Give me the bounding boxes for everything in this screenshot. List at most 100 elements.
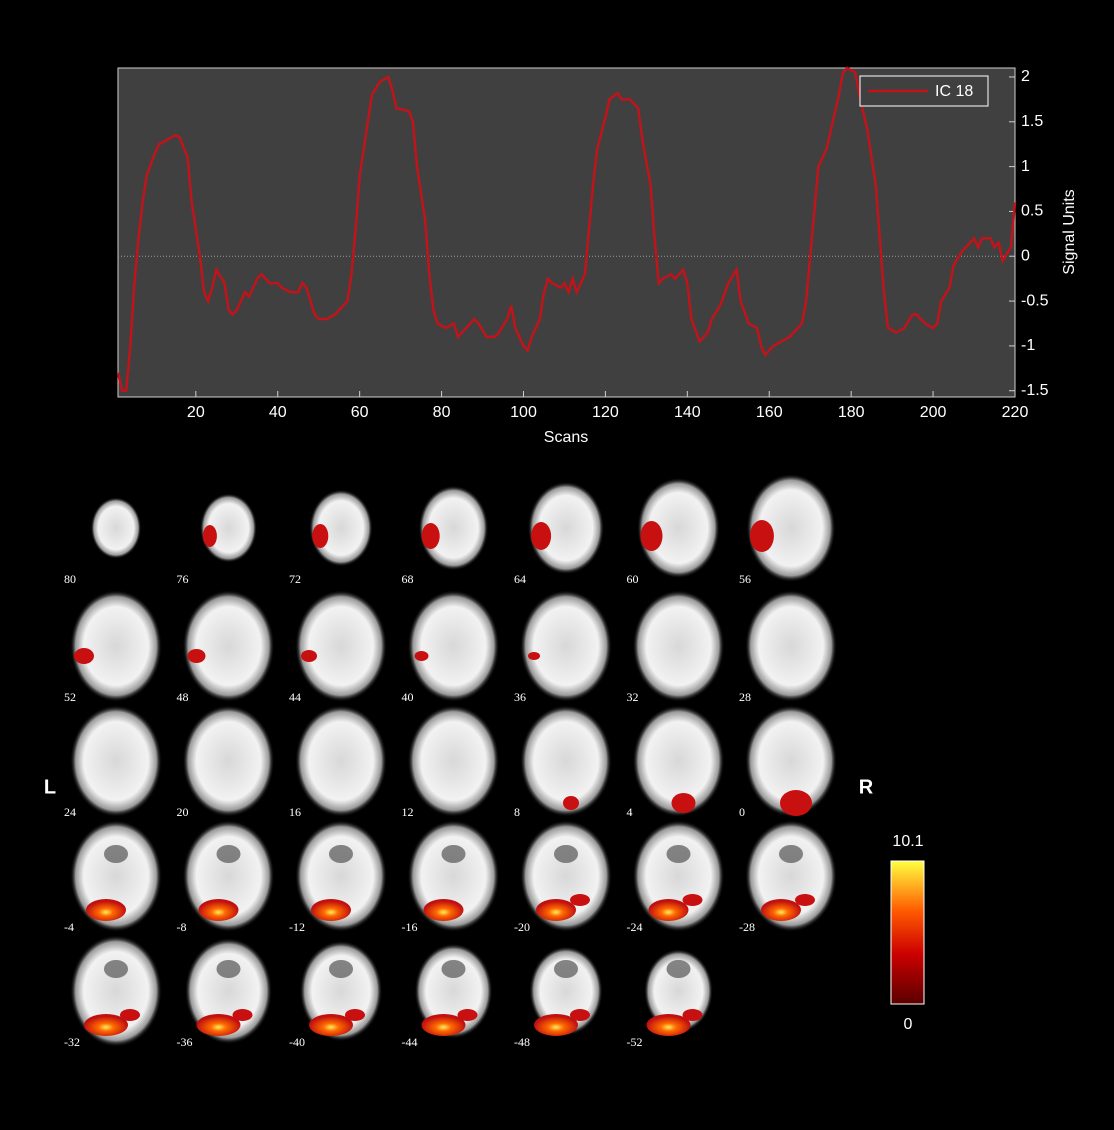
slice-label: 32	[627, 690, 639, 704]
y-tick-label: 2	[1021, 68, 1030, 85]
slice: 64	[514, 482, 604, 586]
activation	[649, 899, 689, 921]
brain	[408, 590, 500, 702]
figure: Scans Signal Units L R 10.1 0 2040608010…	[0, 0, 1114, 1125]
activation	[750, 520, 774, 552]
slice-label: -28	[739, 920, 755, 934]
slice-label: 64	[514, 572, 526, 586]
slice: -32	[64, 935, 162, 1049]
slice-label: -8	[177, 920, 187, 934]
activation	[563, 796, 579, 810]
slice: 52	[64, 590, 162, 704]
brain	[70, 705, 162, 817]
x-tick-label: 180	[838, 404, 865, 421]
slice: -52	[627, 949, 714, 1049]
activation	[188, 649, 206, 663]
activation	[312, 524, 328, 548]
brain	[745, 590, 837, 702]
slice-label: -52	[627, 1035, 643, 1049]
x-tick-label: 60	[351, 404, 369, 421]
slice-label: -44	[402, 1035, 418, 1049]
ventricle	[104, 845, 128, 863]
ventricle	[554, 960, 578, 978]
ventricle	[779, 845, 803, 863]
activation	[570, 894, 590, 906]
activation	[120, 1009, 140, 1021]
slice: 28	[739, 590, 837, 704]
slice: -36	[177, 938, 273, 1049]
slice: -40	[289, 941, 382, 1049]
activation	[422, 523, 440, 549]
x-tick-label: 220	[1002, 404, 1029, 421]
ventricle	[554, 845, 578, 863]
activation	[528, 652, 540, 660]
brain	[91, 497, 142, 559]
slice-label: 8	[514, 805, 520, 819]
brain	[295, 705, 387, 817]
activation	[641, 521, 663, 551]
activation	[531, 522, 551, 550]
x-tick-label: 160	[756, 404, 783, 421]
ventricle	[667, 845, 691, 863]
slice-label: -24	[627, 920, 643, 934]
slice: 16	[289, 705, 387, 819]
slice: -48	[514, 946, 603, 1049]
slice-label: -40	[289, 1035, 305, 1049]
slice-label: 12	[402, 805, 414, 819]
slice-label: -12	[289, 920, 305, 934]
x-tick-label: 200	[920, 404, 947, 421]
slice-label: 52	[64, 690, 76, 704]
slice: 20	[177, 705, 275, 819]
x-axis-title: Scans	[544, 429, 588, 446]
y-tick-label: -1	[1021, 337, 1035, 354]
slice-label: -32	[64, 1035, 80, 1049]
slice: -20	[514, 820, 612, 934]
slice: 8	[514, 705, 612, 819]
activation	[415, 651, 429, 661]
slice: -8	[177, 820, 275, 934]
activation	[424, 899, 464, 921]
slice-label: 60	[627, 572, 639, 586]
colorbar-min: 0	[904, 1016, 913, 1033]
brain	[295, 590, 387, 702]
activation	[74, 648, 94, 664]
x-tick-label: 40	[269, 404, 287, 421]
brain	[520, 590, 612, 702]
activation	[683, 1009, 703, 1021]
slice: 44	[289, 590, 387, 704]
slice-label: 56	[739, 572, 751, 586]
x-tick-label: 100	[510, 404, 537, 421]
slice-label: -48	[514, 1035, 530, 1049]
slice-label: 40	[402, 690, 414, 704]
legend-label: IC 18	[935, 83, 973, 100]
x-tick-label: 80	[433, 404, 451, 421]
activation	[795, 894, 815, 906]
ventricle	[442, 845, 466, 863]
activation	[780, 790, 812, 816]
slice: -44	[402, 943, 493, 1048]
activation	[458, 1009, 478, 1021]
slice-label: 20	[177, 805, 189, 819]
y-axis-title: Signal Units	[1061, 189, 1078, 274]
brain	[633, 590, 725, 702]
activation	[683, 894, 703, 906]
x-tick-label: 20	[187, 404, 205, 421]
slice: 80	[64, 497, 141, 586]
slice: -16	[402, 820, 500, 934]
activation	[233, 1009, 253, 1021]
slice-label: 48	[177, 690, 189, 704]
slice: 60	[627, 478, 720, 586]
x-tick-label: 140	[674, 404, 701, 421]
y-tick-label: 0	[1021, 247, 1030, 264]
brain	[183, 590, 275, 702]
slice-label: 80	[64, 572, 76, 586]
slice-label: -20	[514, 920, 530, 934]
ventricle	[442, 960, 466, 978]
slice: 40	[402, 590, 500, 704]
slice-label: 4	[627, 805, 633, 819]
brain	[408, 705, 500, 817]
activation	[199, 899, 239, 921]
slice-label: 16	[289, 805, 301, 819]
slice: 12	[402, 705, 500, 819]
slice: -24	[627, 820, 725, 934]
